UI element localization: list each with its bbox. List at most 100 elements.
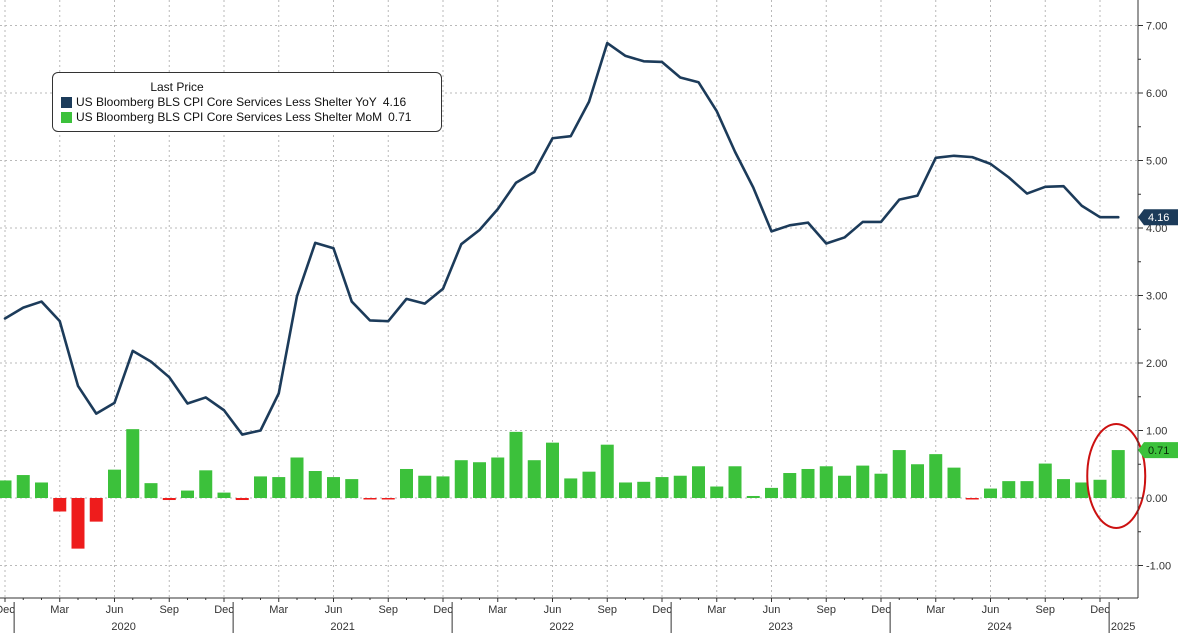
x-month-label: Dec [652,604,672,616]
x-month-label: Dec [433,604,453,616]
x-month-label: Mar [707,604,726,616]
mom-bar [801,468,815,498]
legend-value-yoy: 4.16 [382,95,407,109]
y-tick-label: 7.00 [1146,21,1167,33]
mom-bar [546,442,559,498]
legend-value-mom: 0.71 [388,110,412,124]
mom-bar [491,457,505,498]
y-tick-label: -1.00 [1146,561,1171,573]
mom-bar [108,469,121,498]
mom-bar [126,429,140,498]
x-month-label: Mar [488,604,507,616]
x-month-label: Sep [597,604,617,616]
mom-bar [965,498,979,500]
mom-bar [600,444,614,498]
x-year-label: 2024 [987,621,1011,633]
mom-bar [217,492,231,498]
legend: Last Price US Bloomberg BLS CPI Core Ser… [52,72,442,132]
mom-bar [235,498,249,501]
x-month-label: Dec [1090,604,1110,616]
mom-bar [16,475,30,498]
yoy-value-badge-text: 4.16 [1148,212,1169,224]
y-tick-label: 5.00 [1146,156,1167,168]
mom-bar [1038,463,1052,498]
x-year-label: 2021 [330,621,354,633]
mom-bar [436,476,450,498]
legend-item-mom: US Bloomberg BLS CPI Core Services Less … [61,110,433,125]
mom-bar [345,479,359,498]
yoy-value-badge: 4.16 [1138,209,1178,226]
x-month-label: Sep [159,604,179,616]
mom-bar [454,460,468,498]
x-month-label: Mar [269,604,288,616]
x-month-label: Sep [816,604,836,616]
mom-bar [874,473,888,498]
mom-bar [35,482,48,498]
x-month-label: Dec [871,604,891,616]
mom-bar [728,466,742,498]
x-month-label: Jun [325,604,343,616]
mom-bar [1002,481,1016,499]
mom-bar [527,460,541,498]
mom-bar [929,454,943,499]
mom-bar [400,468,413,498]
mom-bar [53,498,67,512]
mom-bar [637,481,651,498]
mom-bar [254,476,267,498]
mom-bar [838,475,851,498]
mom-bar [290,457,304,498]
mom-bar [162,498,176,501]
mom-bar [911,464,924,498]
mom-bar [1093,479,1107,498]
mom-bar [1057,479,1070,498]
mom-value-badge-shape [1138,442,1178,459]
y-tick-label: 6.00 [1146,88,1167,100]
mom-bar [71,498,85,549]
x-month-label: Jun [982,604,1000,616]
legend-title: Last Price [150,80,204,94]
x-month-label: Dec [214,604,234,616]
mom-bar [673,475,687,498]
legend-label-mom: US Bloomberg BLS CPI Core Services Less … [76,110,383,124]
y-tick-label: 3.00 [1146,291,1167,303]
mom-bar [199,470,213,498]
x-month-label: Jun [763,604,781,616]
mom-bar [272,477,286,498]
x-month-label: Sep [378,604,398,616]
mom-bar [509,431,523,498]
mom-bar [783,473,797,498]
x-year-label: 2025 [1111,621,1135,633]
legend-swatch-yoy [61,97,72,108]
mom-bar [327,477,340,498]
mom-bar [144,483,158,498]
mom-bar [363,498,377,500]
mom-bar [181,490,194,498]
mom-bar [819,466,833,498]
mom-bar [692,466,705,498]
yoy-value-badge-shape [1138,209,1178,226]
x-year-label: 2023 [768,621,792,633]
x-month-label: Mar [50,604,69,616]
mom-bar [582,471,596,498]
mom-bar [746,495,760,498]
mom-bar [381,498,395,500]
mom-bar [1111,450,1125,498]
mom-bar [765,487,778,499]
y-tick-label: 4.00 [1146,223,1167,235]
mom-bar [1020,481,1034,499]
mom-bar [947,467,961,499]
mom-bar [418,475,432,498]
mom-bar [856,465,870,498]
x-month-label: Mar [926,604,945,616]
mom-bar [984,488,997,498]
mom-bar [473,462,486,498]
mom-bar [308,471,322,498]
x-month-label: Dec [0,604,15,616]
mom-bar [564,478,578,498]
yoy-line [3,41,1120,436]
y-tick-label: 2.00 [1146,358,1167,370]
legend-item-yoy: US Bloomberg BLS CPI Core Services Less … [61,95,433,110]
x-month-label: Sep [1035,604,1055,616]
mom-bar [710,486,724,498]
